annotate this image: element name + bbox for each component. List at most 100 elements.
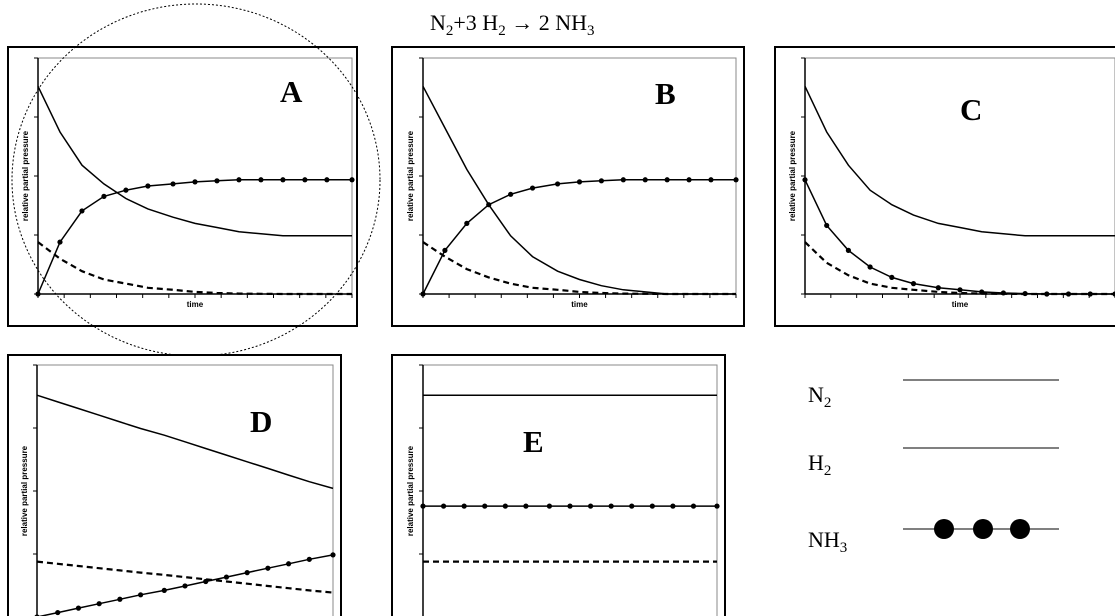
reaction-equation: N2+3 H2 → 2 NH3 bbox=[430, 10, 594, 39]
data-point-nh3 bbox=[629, 503, 635, 509]
data-point-nh3 bbox=[265, 565, 271, 571]
data-point-nh3 bbox=[608, 503, 614, 509]
equation-part: 3 bbox=[587, 23, 595, 39]
legend-label-h2: H2 bbox=[808, 450, 831, 479]
y-axis-label: relative partial pressure bbox=[788, 130, 797, 221]
series-line-n2 bbox=[36, 394, 334, 490]
data-point-nh3 bbox=[182, 583, 188, 589]
series-line-h2 bbox=[37, 241, 352, 296]
data-point-nh3 bbox=[138, 592, 144, 598]
data-point-nh3 bbox=[935, 285, 941, 291]
series-line-n2 bbox=[37, 85, 352, 237]
equation-part: +3 H bbox=[453, 10, 498, 35]
legend-marker bbox=[934, 519, 954, 539]
panel-label: E bbox=[523, 424, 544, 459]
data-point-nh3 bbox=[306, 556, 312, 562]
data-point-nh3 bbox=[161, 587, 167, 593]
highlight-circle bbox=[11, 3, 381, 357]
y-axis-label: relative partial pressure bbox=[21, 130, 30, 221]
legend-marker bbox=[1010, 519, 1030, 539]
equation-part: 2 bbox=[498, 23, 506, 39]
data-point-nh3 bbox=[670, 503, 676, 509]
panel-frame bbox=[774, 46, 1115, 327]
data-point-nh3 bbox=[690, 503, 697, 509]
data-point-nh3 bbox=[440, 503, 447, 509]
data-point-nh3 bbox=[649, 503, 655, 509]
data-point-nh3 bbox=[708, 177, 714, 183]
legend-label-n2: N2 bbox=[808, 382, 831, 411]
data-point-nh3 bbox=[1112, 291, 1115, 297]
data-point-nh3 bbox=[1000, 290, 1007, 296]
data-point-nh3 bbox=[223, 574, 230, 580]
data-point-nh3 bbox=[482, 503, 488, 509]
data-point-nh3 bbox=[464, 220, 470, 226]
panel-frame bbox=[391, 46, 745, 327]
data-point-nh3 bbox=[79, 208, 85, 214]
y-axis-label: relative partial pressure bbox=[20, 445, 29, 536]
data-point-nh3 bbox=[910, 281, 917, 287]
series-line-n2 bbox=[804, 85, 1115, 237]
data-point-nh3 bbox=[529, 185, 536, 191]
data-point-nh3 bbox=[1065, 291, 1072, 297]
data-point-nh3 bbox=[302, 177, 308, 183]
data-point-nh3 bbox=[280, 177, 286, 183]
data-point-nh3 bbox=[979, 289, 985, 295]
data-point-nh3 bbox=[145, 183, 151, 189]
panel-label: C bbox=[960, 92, 982, 127]
data-point-nh3 bbox=[824, 222, 830, 229]
data-point-nh3 bbox=[324, 177, 330, 183]
data-point-nh3 bbox=[889, 274, 895, 280]
data-point-nh3 bbox=[502, 503, 508, 509]
data-point-nh3 bbox=[554, 181, 561, 187]
data-point-nh3 bbox=[420, 503, 426, 509]
data-point-nh3 bbox=[330, 552, 336, 558]
panel-frame bbox=[7, 46, 358, 327]
data-point-nh3 bbox=[57, 239, 63, 245]
data-point-nh3 bbox=[664, 177, 670, 183]
data-point-nh3 bbox=[286, 561, 292, 567]
data-point-nh3 bbox=[486, 202, 492, 208]
equation-part: N bbox=[430, 10, 446, 35]
panel-frame bbox=[7, 354, 342, 616]
x-axis-label: time bbox=[952, 300, 969, 309]
data-point-nh3 bbox=[714, 503, 720, 509]
data-point-nh3 bbox=[236, 177, 242, 183]
data-point-nh3 bbox=[203, 578, 209, 585]
y-axis-label: relative partial pressure bbox=[406, 130, 415, 221]
y-axis-label: relative partial pressure bbox=[406, 445, 415, 536]
data-point-nh3 bbox=[123, 187, 129, 193]
data-point-nh3 bbox=[620, 177, 626, 183]
data-point-nh3 bbox=[101, 193, 107, 199]
data-point-nh3 bbox=[733, 177, 739, 183]
data-point-nh3 bbox=[35, 291, 41, 297]
legend: N2 H2 NH3 bbox=[808, 379, 1059, 556]
data-point-nh3 bbox=[576, 179, 583, 185]
panel-frame bbox=[391, 354, 726, 616]
data-point-nh3 bbox=[802, 177, 808, 183]
equation-part: 2 bbox=[446, 23, 454, 39]
data-point-nh3 bbox=[170, 181, 176, 187]
x-axis-label: time bbox=[571, 300, 588, 309]
legend-label-nh3: NH3 bbox=[808, 527, 847, 556]
data-point-nh3 bbox=[845, 247, 852, 253]
data-point-nh3 bbox=[508, 191, 514, 197]
data-point-nh3 bbox=[523, 503, 529, 509]
legend-marker bbox=[973, 519, 993, 539]
data-point-nh3 bbox=[117, 596, 123, 602]
data-point-nh3 bbox=[587, 503, 594, 509]
equation-part: → 2 NH bbox=[506, 10, 587, 35]
data-point-nh3 bbox=[567, 503, 573, 509]
data-point-nh3 bbox=[867, 264, 873, 270]
chart-panel-c: time relative partial pressure C bbox=[774, 46, 1115, 327]
data-point-nh3 bbox=[1022, 290, 1028, 297]
data-point-nh3 bbox=[957, 287, 963, 293]
data-point-nh3 bbox=[442, 247, 448, 253]
panel-label: A bbox=[280, 74, 303, 109]
data-point-nh3 bbox=[598, 178, 605, 184]
x-axis-label: time bbox=[187, 300, 204, 309]
data-point-nh3 bbox=[214, 178, 220, 184]
